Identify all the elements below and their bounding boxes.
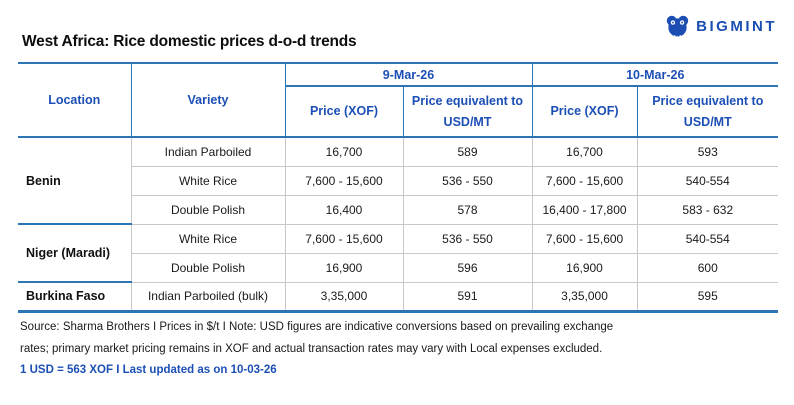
usd-equiv-day2-cell: 540-554 <box>636 165 779 196</box>
bigmint-logo: BIGMINT <box>664 13 777 40</box>
table-row-niger-white-rice: Niger (Maradi) White Rice 7,600 - 15,600… <box>18 223 779 283</box>
price-xof-day1-cell: 7,600 - 15,600 <box>284 165 404 196</box>
usd-equiv-day2-cell: 540-554 <box>636 223 779 254</box>
variety-cell: White Rice <box>130 223 286 254</box>
exchange-rate-note: 1 USD = 563 XOF I Last updated as on 10-… <box>20 364 277 376</box>
price-xof-day1-cell: 16,700 <box>284 136 404 167</box>
table-header-sub-row: Price (XOF) Price equivalent to USD/MT P… <box>18 85 779 138</box>
table-row-burkina-faso-indian-parboiled-bulk: Burkina Faso Indian Parboiled (bulk) 3,3… <box>18 281 779 312</box>
col-header-date-9-mar: 9-Mar-26 <box>284 63 533 87</box>
price-xof-day2-cell: 16,400 - 17,800 <box>531 194 638 225</box>
table-row-benin-double-polish: Double Polish 16,400 578 16,400 - 17,800… <box>18 194 779 225</box>
col-header-price-xof-day1: Price (XOF) <box>284 85 404 138</box>
col-header-date-10-mar: 10-Mar-26 <box>531 63 779 87</box>
price-table: Location Variety 9-Mar-26 10-Mar-26 Pric… <box>18 62 779 313</box>
location-cell-niger-maradi: Niger (Maradi) <box>18 223 132 283</box>
variety-cell: Indian Parboiled (bulk) <box>130 281 286 312</box>
location-cell-burkina-faso: Burkina Faso <box>18 281 132 312</box>
bigmint-logo-text: BIGMINT <box>696 18 777 35</box>
usd-equiv-day2-cell: 595 <box>636 281 779 312</box>
table-row-niger-double-polish: Double Polish 16,900 596 16,900 600 <box>18 252 779 283</box>
usd-equiv-day2-cell: 583 - 632 <box>636 194 779 225</box>
usd-equiv-day1-cell: 591 <box>402 281 533 312</box>
variety-cell: White Rice <box>130 165 286 196</box>
price-xof-day2-cell: 7,600 - 15,600 <box>531 223 638 254</box>
price-xof-day2-cell: 3,35,000 <box>531 281 638 312</box>
usd-equiv-day1-cell: 536 - 550 <box>402 165 533 196</box>
table-header-date-row: Location Variety 9-Mar-26 10-Mar-26 <box>18 63 779 138</box>
price-xof-day2-cell: 7,600 - 15,600 <box>531 165 638 196</box>
price-xof-day1-cell: 7,600 - 15,600 <box>284 223 404 254</box>
price-xof-day1-cell: 16,400 <box>284 194 404 225</box>
usd-equiv-day1-cell: 536 - 550 <box>402 223 533 254</box>
table-row-benin-indian-parboiled: Benin Indian Parboiled 16,700 589 16,700… <box>18 136 779 225</box>
col-header-location: Location <box>18 63 132 138</box>
variety-cell: Double Polish <box>130 194 286 225</box>
usd-equiv-day2-cell: 600 <box>636 252 779 283</box>
page-title: West Africa: Rice domestic prices d-o-d … <box>22 33 357 50</box>
usd-equiv-day1-cell: 589 <box>402 136 533 167</box>
variety-cell: Double Polish <box>130 252 286 283</box>
col-header-price-xof-day2: Price (XOF) <box>531 85 638 138</box>
usd-equiv-day1-cell: 578 <box>402 194 533 225</box>
price-xof-day1-cell: 3,35,000 <box>284 281 404 312</box>
source-note-line-1: Source: Sharma Brothers I Prices in $/t … <box>20 321 614 333</box>
source-note-line-2: rates; primary market pricing remains in… <box>20 342 603 355</box>
price-xof-day1-cell: 16,900 <box>284 252 404 283</box>
usd-equiv-day2-cell: 593 <box>636 136 779 167</box>
col-header-usd-equiv-day1: Price equivalent to USD/MT <box>402 85 533 138</box>
usd-equiv-day1-cell: 596 <box>402 252 533 283</box>
footer-notes: Source: Sharma Brothers I Prices in $/t … <box>20 317 770 382</box>
col-header-variety: Variety <box>130 63 286 138</box>
col-header-usd-equiv-day2: Price equivalent to USD/MT <box>636 85 779 138</box>
price-xof-day2-cell: 16,900 <box>531 252 638 283</box>
location-cell-benin: Benin <box>18 136 132 225</box>
table-row-benin-white-rice: White Rice 7,600 - 15,600 536 - 550 7,60… <box>18 165 779 196</box>
price-xof-day2-cell: 16,700 <box>531 136 638 167</box>
bigmint-owl-icon <box>666 15 689 40</box>
variety-cell: Indian Parboiled <box>130 136 286 167</box>
